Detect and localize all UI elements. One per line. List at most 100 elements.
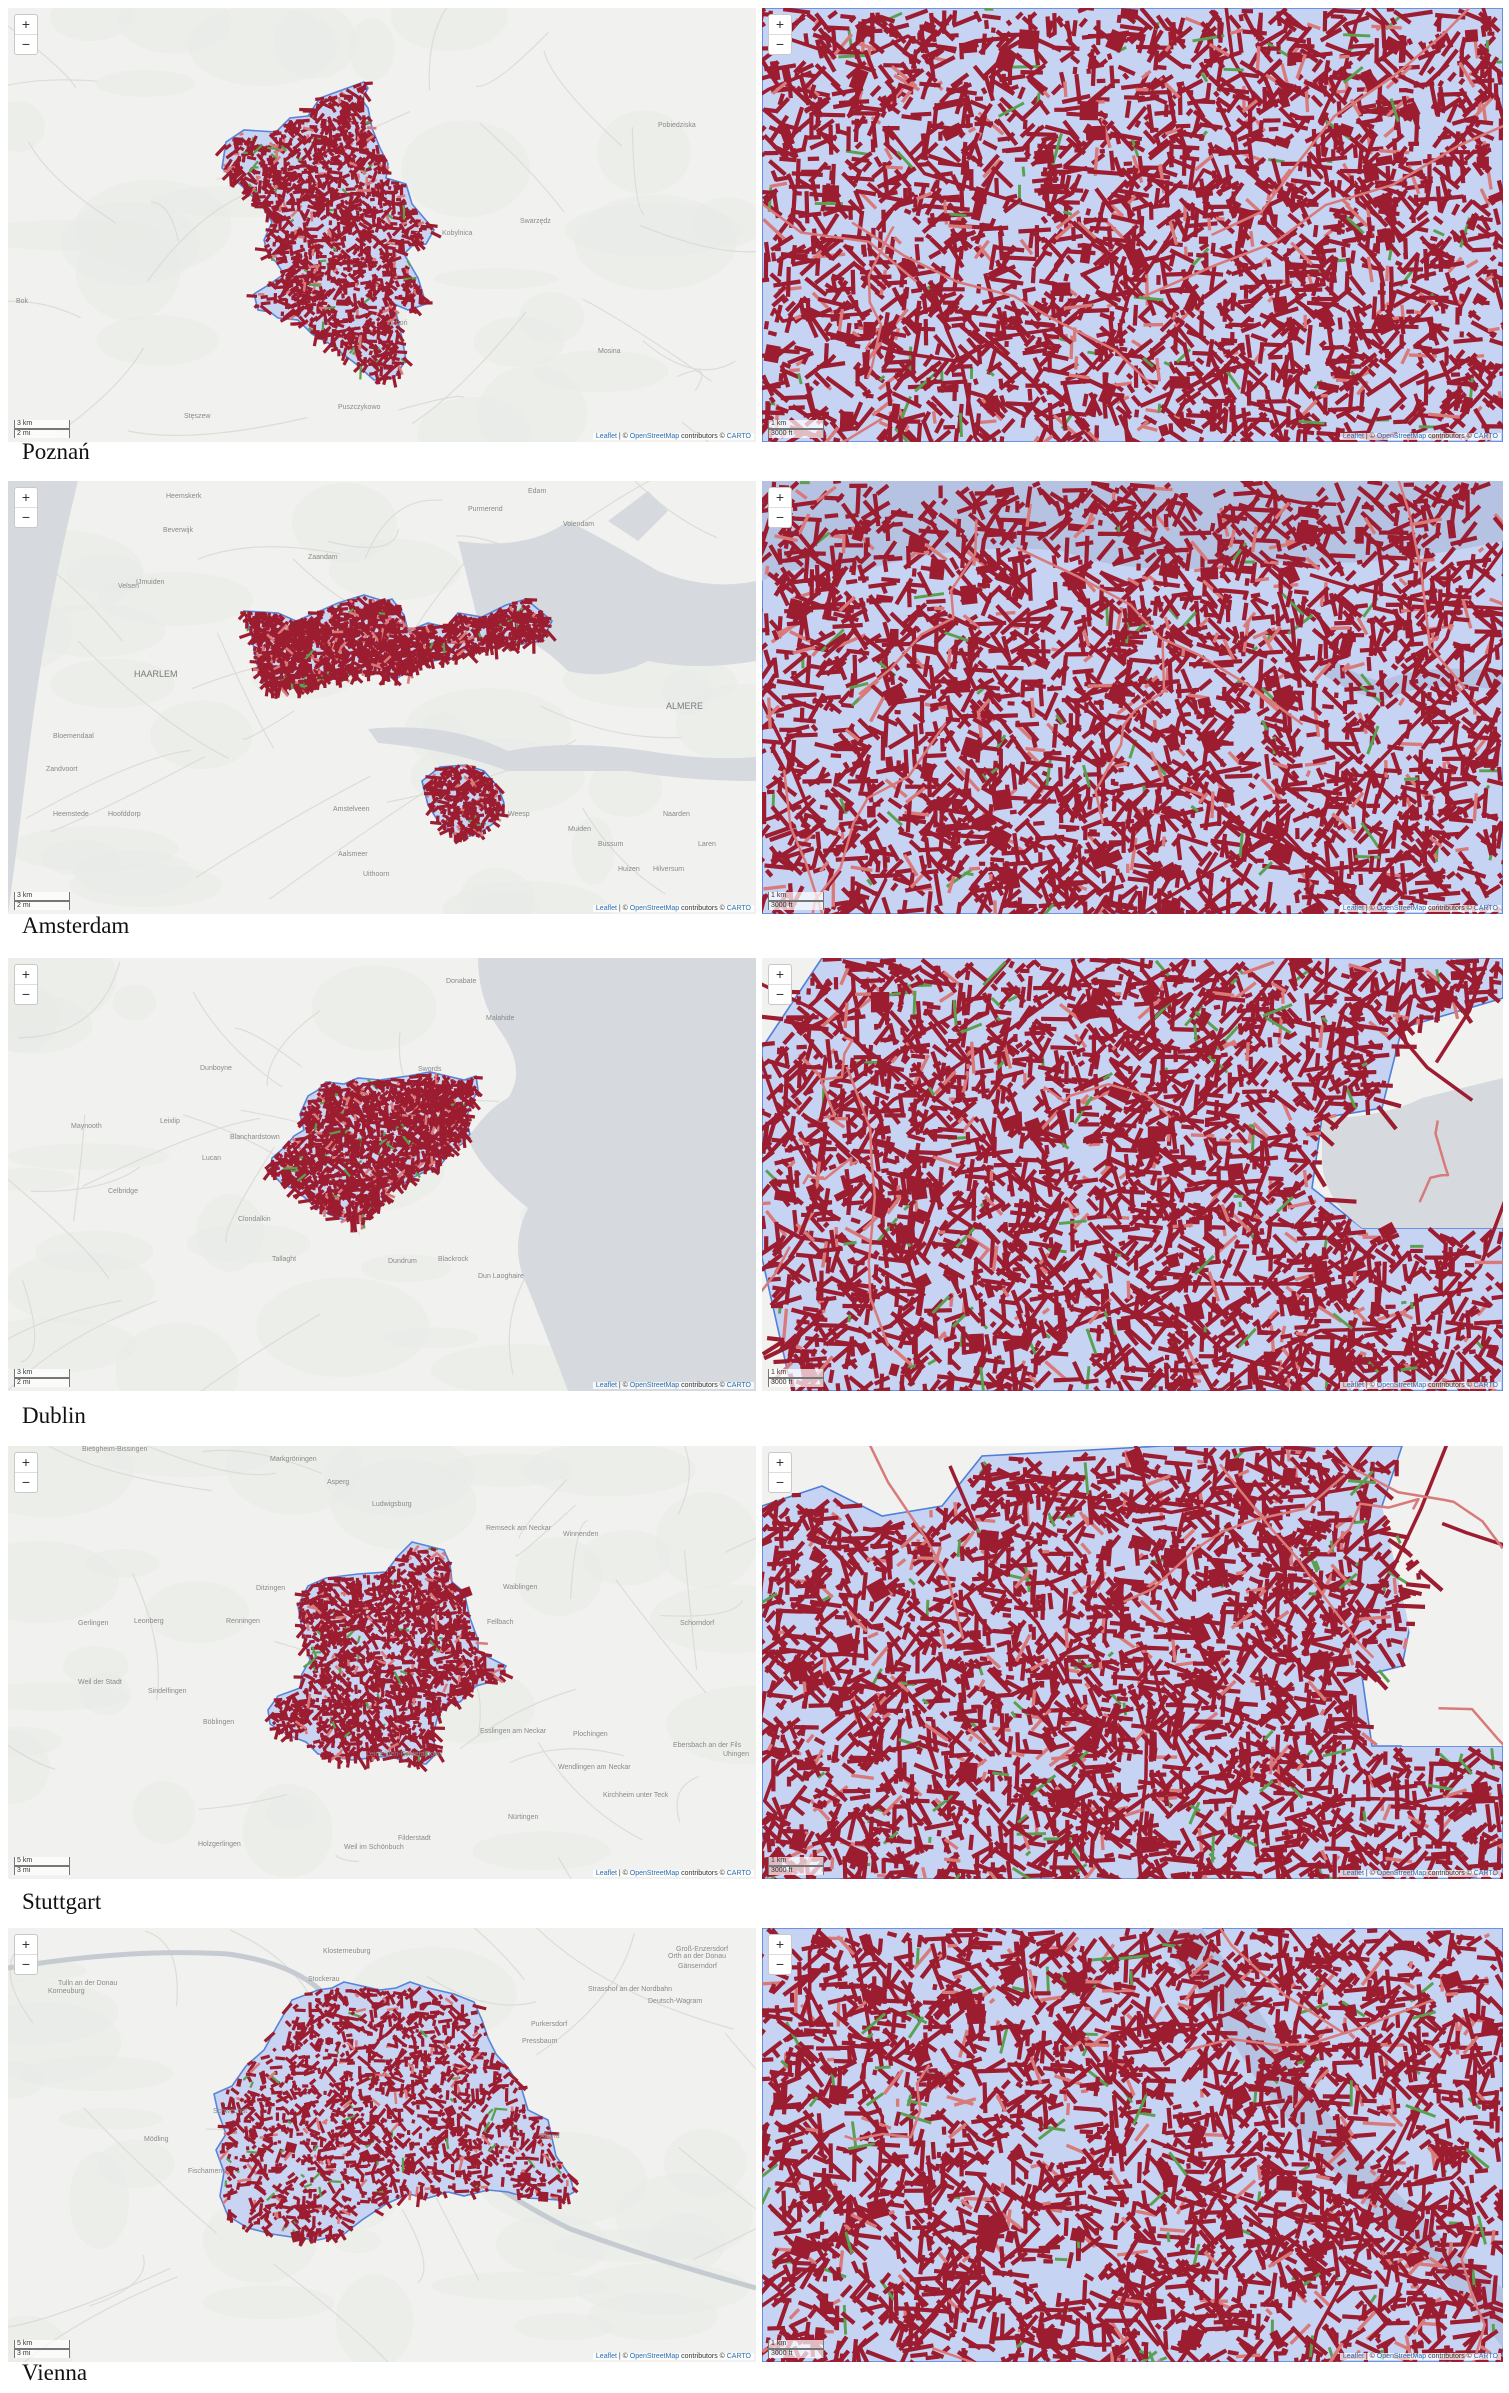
zoom-in-button[interactable]: + bbox=[769, 1935, 791, 1954]
overview-map-canvas bbox=[8, 481, 756, 914]
osm-link[interactable]: OpenStreetMap bbox=[630, 1870, 679, 1877]
zoom-out-button[interactable]: − bbox=[769, 984, 791, 1004]
map-attribution: Leaflet | © OpenStreetMap contributors ©… bbox=[592, 905, 754, 912]
zoom-in-button[interactable]: + bbox=[15, 965, 37, 984]
place-label: Mosina bbox=[598, 348, 621, 355]
zoom-out-button[interactable]: − bbox=[769, 1472, 791, 1492]
zoom-out-button[interactable]: − bbox=[15, 1472, 37, 1492]
scale-imperial: 3000 ft bbox=[768, 901, 824, 910]
carto-link[interactable]: CARTO bbox=[1474, 905, 1498, 912]
place-label: Orth an der Donau bbox=[668, 1953, 726, 1960]
scale-imperial: 3 mi bbox=[14, 1866, 70, 1875]
osm-link[interactable]: OpenStreetMap bbox=[1377, 433, 1426, 440]
carto-link[interactable]: CARTO bbox=[1474, 1870, 1498, 1877]
carto-link[interactable]: CARTO bbox=[1474, 1382, 1498, 1389]
zoom-out-button[interactable]: − bbox=[15, 1954, 37, 1974]
zoom-out-button[interactable]: − bbox=[769, 1954, 791, 1974]
detail-map-2[interactable]: + − 1 km 3000 ft Leaflet | © OpenStreetMap c… bbox=[762, 958, 1503, 1391]
leaflet-link[interactable]: Leaflet bbox=[596, 1870, 617, 1877]
osm-link[interactable]: OpenStreetMap bbox=[1377, 1870, 1426, 1877]
place-label: Groß-Enzersdorf bbox=[676, 1946, 728, 1953]
zoom-out-button[interactable]: − bbox=[769, 34, 791, 54]
attribution-text: contributors © bbox=[679, 905, 727, 912]
overview-map-2[interactable]: Swords Malahide Donabate Dunboyne Maynooth Le… bbox=[8, 958, 756, 1391]
osm-link[interactable]: OpenStreetMap bbox=[1377, 1382, 1426, 1389]
attribution-text: | © bbox=[1364, 905, 1377, 912]
place-label: Sindelfingen bbox=[148, 1688, 187, 1695]
zoom-in-button[interactable]: + bbox=[15, 15, 37, 34]
scale-imperial: 3000 ft bbox=[768, 1866, 824, 1875]
leaflet-link[interactable]: Leaflet bbox=[1343, 2353, 1364, 2360]
zoom-out-button[interactable]: − bbox=[15, 34, 37, 54]
detail-map-4[interactable]: + − 1 km 3000 ft Leaflet | © OpenStreetMap c… bbox=[762, 1928, 1503, 2362]
detail-map-canvas bbox=[762, 1446, 1503, 1879]
overview-map-3[interactable]: Bietigheim-Bissingen Markgröningen Asperg L… bbox=[8, 1446, 756, 1879]
osm-link[interactable]: OpenStreetMap bbox=[630, 905, 679, 912]
place-label: Zandvoort bbox=[46, 766, 78, 773]
leaflet-link[interactable]: Leaflet bbox=[596, 905, 617, 912]
place-label: Fischamend bbox=[188, 2168, 226, 2175]
attribution-text: contributors © bbox=[1426, 1870, 1474, 1877]
carto-link[interactable]: CARTO bbox=[727, 433, 751, 440]
osm-link[interactable]: OpenStreetMap bbox=[630, 1382, 679, 1389]
zoom-out-button[interactable]: − bbox=[15, 507, 37, 527]
leaflet-link[interactable]: Leaflet bbox=[1343, 905, 1364, 912]
detail-map-1[interactable]: + − 1 km 3000 ft Leaflet | © OpenStreetMap c… bbox=[762, 481, 1503, 914]
overview-map-0[interactable]: Bok Kobylnica Swarzędz Pobiedziska Luboń Stęs… bbox=[8, 8, 756, 442]
place-label: Leonberg bbox=[134, 1618, 164, 1625]
map-attribution: Leaflet | © OpenStreetMap contributors ©… bbox=[1339, 2353, 1501, 2360]
map-attribution: Leaflet | © OpenStreetMap contributors ©… bbox=[1339, 433, 1501, 440]
carto-link[interactable]: CARTO bbox=[727, 2353, 751, 2360]
zoom-out-button[interactable]: − bbox=[769, 507, 791, 527]
leaflet-link[interactable]: Leaflet bbox=[1343, 433, 1364, 440]
attribution-text: contributors © bbox=[679, 433, 727, 440]
attribution-text: | © bbox=[1364, 433, 1377, 440]
zoom-out-button[interactable]: − bbox=[15, 984, 37, 1004]
place-label: Laren bbox=[698, 841, 716, 848]
zoom-in-button[interactable]: + bbox=[769, 488, 791, 507]
carto-link[interactable]: CARTO bbox=[727, 1382, 751, 1389]
scale-metric: 3 km bbox=[14, 1369, 70, 1378]
place-label: Uithoorn bbox=[363, 871, 389, 878]
carto-link[interactable]: CARTO bbox=[727, 1870, 751, 1877]
place-label: Blackrock bbox=[438, 1256, 468, 1263]
osm-link[interactable]: OpenStreetMap bbox=[630, 433, 679, 440]
zoom-in-button[interactable]: + bbox=[15, 1453, 37, 1472]
overview-map-4[interactable]: Tulln an der Donau Korneuburg Klosterneubu… bbox=[8, 1928, 756, 2362]
city-label: Vienna bbox=[22, 2360, 87, 2386]
zoom-in-button[interactable]: + bbox=[769, 1453, 791, 1472]
place-label: Gänserndorf bbox=[678, 1963, 717, 1970]
osm-link[interactable]: OpenStreetMap bbox=[630, 2353, 679, 2360]
leaflet-link[interactable]: Leaflet bbox=[1343, 1870, 1364, 1877]
leaflet-link[interactable]: Leaflet bbox=[596, 433, 617, 440]
carto-link[interactable]: CARTO bbox=[1474, 2353, 1498, 2360]
place-label: Bussum bbox=[598, 841, 623, 848]
zoom-in-button[interactable]: + bbox=[15, 1935, 37, 1954]
overview-map-1[interactable]: HAARLEM ALMERE Zaandam Purmerend Edam Volenda… bbox=[8, 481, 756, 914]
scale-imperial: 3 mi bbox=[14, 2349, 70, 2358]
scale-imperial: 2 mi bbox=[14, 901, 70, 910]
place-label: Bloemendaal bbox=[53, 733, 94, 740]
zoom-in-button[interactable]: + bbox=[769, 965, 791, 984]
scale-bar: 1 km 3000 ft bbox=[768, 1369, 824, 1387]
overview-map-canvas bbox=[8, 958, 756, 1391]
carto-link[interactable]: CARTO bbox=[727, 905, 751, 912]
place-label: Asperg bbox=[327, 1479, 349, 1486]
place-label: Celbridge bbox=[108, 1188, 138, 1195]
carto-link[interactable]: CARTO bbox=[1474, 433, 1498, 440]
osm-link[interactable]: OpenStreetMap bbox=[1377, 905, 1426, 912]
place-label: Heemskerk bbox=[166, 493, 201, 500]
scale-metric: 3 km bbox=[14, 892, 70, 901]
leaflet-link[interactable]: Leaflet bbox=[596, 1382, 617, 1389]
osm-link[interactable]: OpenStreetMap bbox=[1377, 2353, 1426, 2360]
leaflet-link[interactable]: Leaflet bbox=[596, 2353, 617, 2360]
place-label: Muiden bbox=[568, 826, 591, 833]
detail-map-0[interactable]: + − 1 km 3000 ft Leaflet | © OpenStreetMap c… bbox=[762, 8, 1503, 442]
place-label: Dunboyne bbox=[200, 1065, 232, 1072]
scale-bar: 3 km 2 mi bbox=[14, 892, 70, 910]
zoom-control: + − bbox=[14, 964, 38, 1005]
detail-map-3[interactable]: + − 1 km 3000 ft Leaflet | © OpenStreetMap c… bbox=[762, 1446, 1503, 1879]
zoom-in-button[interactable]: + bbox=[15, 488, 37, 507]
leaflet-link[interactable]: Leaflet bbox=[1343, 1382, 1364, 1389]
zoom-in-button[interactable]: + bbox=[769, 15, 791, 34]
